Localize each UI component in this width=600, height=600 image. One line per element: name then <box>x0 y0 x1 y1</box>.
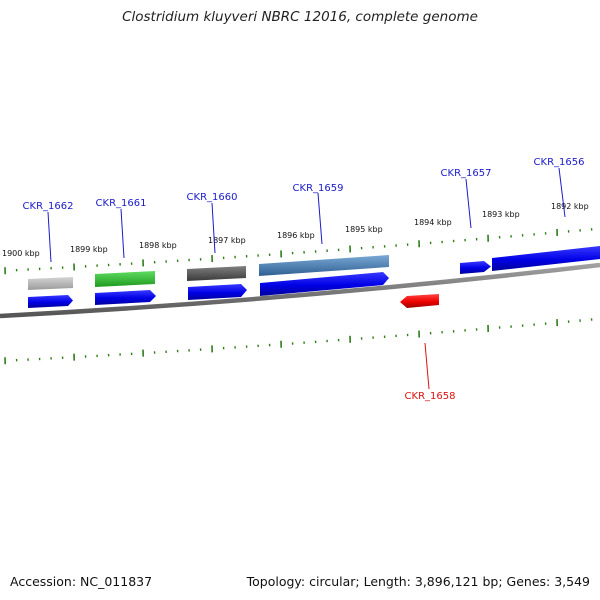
genome-title: Clostridium kluyveri NBRC 12016, complet… <box>122 9 478 25</box>
scale-label: 1898 kbp <box>139 241 177 250</box>
label-leader-lines <box>47 167 566 390</box>
scale-label: 1900 kbp <box>2 249 40 258</box>
forward-cds-track <box>28 246 600 308</box>
scale-label: 1893 kbp <box>482 210 520 219</box>
gene-label-ckr-1659: CKR_1659 <box>293 183 344 194</box>
gene-label-ckr-1656: CKR_1656 <box>534 157 585 168</box>
feature-bar-ckr-1660 <box>187 266 246 281</box>
scale-label: 1892 kbp <box>551 202 589 211</box>
inner-tick-row <box>4 318 593 365</box>
cds-arrow-ckr-1658 <box>400 294 439 308</box>
leader-line-ckr-1661 <box>120 208 125 259</box>
scale-label: 1899 kbp <box>70 245 108 254</box>
scale-label: 1897 kbp <box>208 236 246 245</box>
cds-arrow-ckr-1660 <box>188 284 247 300</box>
outer-tick-row <box>4 228 593 275</box>
leader-line-ckr-1658 <box>424 342 430 390</box>
cds-arrow-ckr-1662 <box>28 295 73 308</box>
cds-arrow-ckr-1661 <box>95 290 156 305</box>
scale-labels: 1900 kbp 1899 kbp 1898 kbp 1897 kbp 1896… <box>2 202 589 258</box>
gene-labels: CKR_1662 CKR_1661 CKR_1660 CKR_1659 CKR_… <box>23 157 585 402</box>
leader-line-ckr-1659 <box>317 192 323 245</box>
gene-label-ckr-1662: CKR_1662 <box>23 201 74 212</box>
gene-label-ckr-1657: CKR_1657 <box>441 168 492 179</box>
scale-label: 1894 kbp <box>414 218 452 227</box>
leader-line-ckr-1657 <box>465 178 472 229</box>
cds-arrow-ckr-1659 <box>260 272 389 296</box>
reverse-cds-track <box>400 294 439 308</box>
leader-line-ckr-1660 <box>211 202 216 254</box>
leader-line-ckr-1662 <box>47 211 52 263</box>
genome-summary-text: Topology: circular; Length: 3,896,121 bp… <box>246 574 590 589</box>
feature-bar-ckr-1661 <box>95 271 155 287</box>
scale-label: 1896 kbp <box>277 231 315 240</box>
leader-line-ckr-1656 <box>558 167 566 218</box>
cds-arrow-ckr-1657 <box>460 261 491 274</box>
feature-bar-ckr-1662 <box>28 277 73 290</box>
cds-arrow-ckr-1656 <box>492 246 600 271</box>
genome-backbone <box>0 262 600 319</box>
feature-bar-ckr-1659 <box>259 255 389 276</box>
gene-label-ckr-1661: CKR_1661 <box>96 198 147 209</box>
gene-label-ckr-1660: CKR_1660 <box>187 192 238 203</box>
accession-text: Accession: NC_011837 <box>10 574 153 589</box>
feature-bars <box>28 255 389 290</box>
gene-label-ckr-1658: CKR_1658 <box>405 391 456 402</box>
scale-label: 1895 kbp <box>345 225 383 234</box>
